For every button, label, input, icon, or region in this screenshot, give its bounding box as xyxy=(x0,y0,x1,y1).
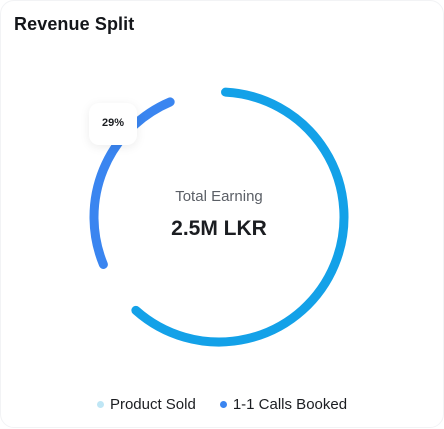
donut-segment-calls-booked[interactable] xyxy=(89,97,175,269)
legend-label-product-sold: Product Sold xyxy=(109,396,196,413)
donut-segment-product-sold[interactable] xyxy=(131,87,349,347)
legend-item-product-sold[interactable]: Product Sold xyxy=(96,396,196,413)
tooltip-percent: 29% xyxy=(101,117,125,129)
chart-legend: Product Sold 1-1 Calls Booked xyxy=(1,396,443,413)
legend-label-calls-booked: 1-1 Calls Booked xyxy=(232,396,348,413)
legend-item-calls-booked[interactable]: 1-1 Calls Booked xyxy=(219,396,348,413)
legend-dot-product-sold xyxy=(96,401,104,408)
card-title: Revenue Split xyxy=(14,14,135,34)
legend-dot-calls-booked xyxy=(219,401,227,408)
center-label: Total Earning xyxy=(175,188,263,205)
center-value: 2.5M LKR xyxy=(171,217,267,240)
chart-tooltip: 29% xyxy=(89,103,137,145)
